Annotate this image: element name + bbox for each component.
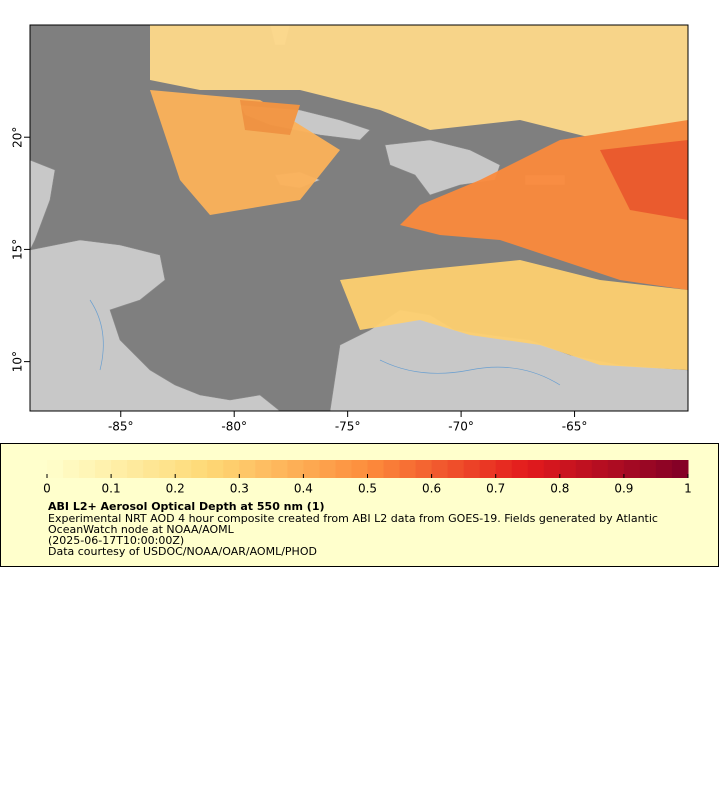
caption-line: Experimental NRT AOD 4 hour composite cr… <box>48 512 658 525</box>
colorbar-cell <box>47 460 64 478</box>
x-tick-label: -85° <box>108 420 134 434</box>
colorbar-cell <box>415 460 433 478</box>
colorbar-cell <box>239 460 256 478</box>
colorbar-tick-label: 0.8 <box>550 482 569 496</box>
rivers <box>89 299 561 386</box>
x-tick-label: -80° <box>221 420 247 434</box>
colorbar-cell <box>463 460 481 478</box>
colorbar-cell <box>527 460 545 478</box>
colorbar-tick-label: 0.4 <box>294 482 313 496</box>
colorbar-cell <box>575 460 593 478</box>
colorbar-tick-label: 0.2 <box>166 482 185 496</box>
caption-line: (2025-06-17T10:00:00Z) <box>48 534 184 547</box>
map <box>30 25 688 411</box>
colorbar-cell <box>271 460 288 478</box>
colorbar-tick-label: 0 <box>43 482 51 496</box>
colorbar-tick-label: 0.3 <box>230 482 249 496</box>
colorbar-cell <box>639 460 657 478</box>
colorbar-cell <box>399 460 417 478</box>
colorbar-cell <box>431 460 449 478</box>
colorbar-cell <box>207 460 224 478</box>
colorbar-cell <box>319 460 336 478</box>
caption-line: OceanWatch node at NOAA/AOML <box>48 523 235 536</box>
colorbar-cell <box>671 460 689 478</box>
caption-title: ABI L2+ Aerosol Optical Depth at 550 nm … <box>48 500 325 513</box>
x-tick-label: -70° <box>448 420 474 434</box>
colorbar-tick-label: 0.9 <box>614 482 633 496</box>
colorbar-tick-label: 1 <box>684 482 692 496</box>
colorbar-cell <box>335 460 352 478</box>
colorbar-cell <box>655 460 673 478</box>
colorbar-tick-label: 0.6 <box>422 482 441 496</box>
colorbar-cell <box>479 460 497 478</box>
colorbar-cell <box>63 460 80 478</box>
colorbar-cell <box>607 460 625 478</box>
colorbar-cell <box>95 460 112 478</box>
x-tick-label: -65° <box>562 420 588 434</box>
colorbar-cell <box>255 460 272 478</box>
colorbar-cell <box>495 460 513 478</box>
colorbar-cell <box>159 460 176 478</box>
colorbar-cell <box>79 460 96 478</box>
colorbar-cell <box>543 460 561 478</box>
colorbar-cell <box>287 460 304 478</box>
colorbar-cell <box>447 460 465 478</box>
colorbar-cell <box>351 460 368 478</box>
colorbar-tick-label: 0.5 <box>358 482 377 496</box>
caption-line: Data courtesy of USDOC/NOAA/OAR/AOML/PHO… <box>48 545 317 558</box>
colorbar-cell <box>591 460 609 478</box>
colorbar-cell <box>383 460 401 478</box>
y-tick-label: 20° <box>11 127 25 148</box>
colorbar-tick-label: 0.7 <box>486 482 505 496</box>
y-tick-label: 10° <box>11 351 25 372</box>
colorbar-tick-label: 0.1 <box>102 482 121 496</box>
colorbar-cell <box>127 460 144 478</box>
colorbar-cell <box>623 460 641 478</box>
colorbar-cell <box>111 460 128 478</box>
y-tick-label: 15° <box>11 239 25 260</box>
map-frame <box>29 24 689 412</box>
colorbar-cell <box>175 460 192 478</box>
colorbar-cell <box>223 460 240 478</box>
colorbar-cell <box>367 460 385 478</box>
colorbar-cell <box>191 460 208 478</box>
colorbar-cell <box>559 460 577 478</box>
colorbar-cell <box>303 460 320 478</box>
x-tick-label: -75° <box>335 420 361 434</box>
aerosol-field <box>150 25 688 370</box>
colorbar-cell <box>143 460 160 478</box>
colorbar-cell <box>511 460 529 478</box>
